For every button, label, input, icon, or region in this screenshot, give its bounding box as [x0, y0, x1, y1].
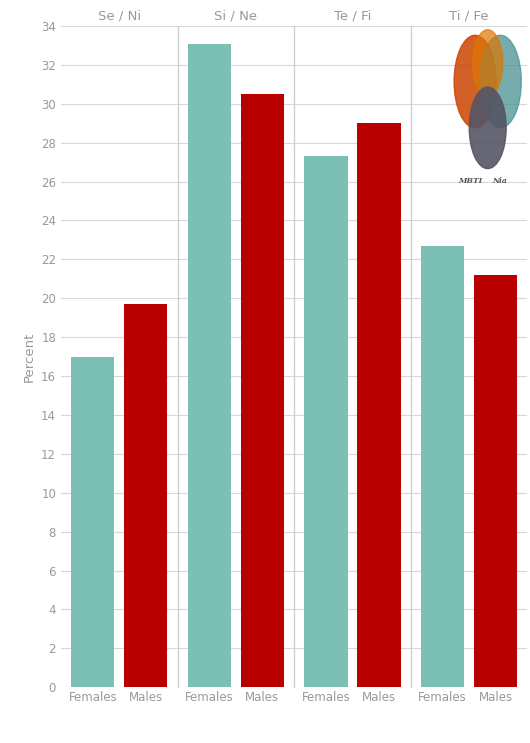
- Title: Ti / Fe: Ti / Fe: [449, 9, 489, 22]
- Title: Te / Fi: Te / Fi: [334, 9, 371, 22]
- Title: Se / Ni: Se / Ni: [98, 9, 141, 22]
- Bar: [71, 357, 114, 687]
- Bar: [188, 44, 231, 687]
- Bar: [474, 275, 517, 687]
- Bar: [241, 94, 284, 687]
- Bar: [421, 246, 464, 687]
- Bar: [124, 304, 167, 687]
- Bar: [357, 123, 401, 687]
- Bar: [304, 156, 348, 687]
- Title: Si / Ne: Si / Ne: [214, 9, 258, 22]
- Y-axis label: Percent: Percent: [23, 331, 36, 382]
